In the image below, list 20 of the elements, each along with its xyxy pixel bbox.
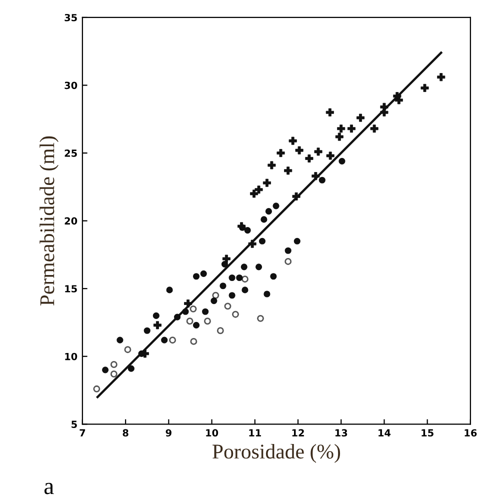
x-tick-label: 7 — [80, 429, 86, 436]
x-axis-title: Porosidade (%) — [212, 444, 340, 463]
x-tick-label: 14 — [378, 429, 391, 436]
y-tick-label: 35 — [64, 14, 77, 22]
y-tick-label: 30 — [64, 82, 78, 90]
x-tick-label: 13 — [335, 429, 348, 437]
y-tick-label: 10 — [65, 352, 78, 360]
x-tick-label: 16 — [464, 429, 477, 437]
x-tick-label: 9 — [166, 429, 172, 437]
y-axis-title: Permeabilidade (ml) — [40, 136, 59, 306]
text: a — [44, 482, 54, 494]
x-tick-label: 11 — [249, 429, 261, 436]
y-tick-label: 25 — [64, 150, 77, 157]
x-tick-label: 12 — [292, 429, 304, 436]
y-tick-label: 20 — [64, 217, 78, 225]
y-tick-label: 5 — [72, 420, 77, 428]
x-tick-label: 15 — [422, 429, 434, 437]
y-tick-label: 15 — [65, 285, 77, 292]
x-tick-label: 8 — [122, 429, 128, 437]
x-tick-label: 10 — [206, 429, 218, 437]
